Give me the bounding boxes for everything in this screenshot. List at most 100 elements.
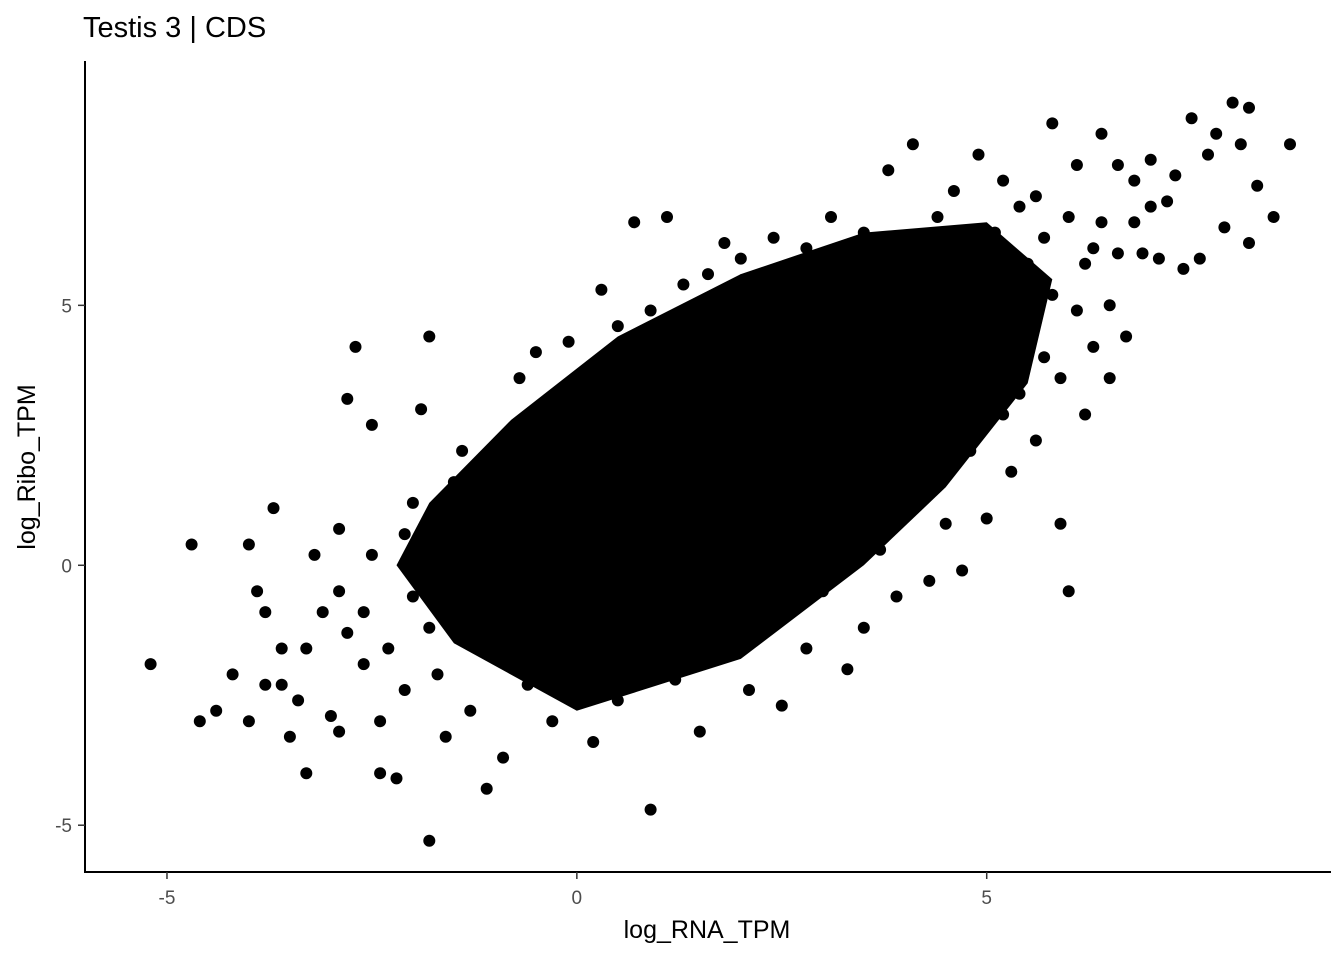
data-point <box>431 533 444 546</box>
data-point <box>808 356 821 369</box>
data-point <box>562 434 575 447</box>
data-point <box>1111 247 1124 260</box>
data-point <box>1234 138 1247 151</box>
data-point <box>693 725 706 738</box>
data-point <box>529 346 542 359</box>
data-point <box>693 512 706 525</box>
data-point <box>300 642 313 655</box>
data-point <box>456 444 469 457</box>
data-point <box>275 642 288 655</box>
data-point <box>816 585 829 598</box>
data-point <box>718 330 731 343</box>
data-point <box>587 606 600 619</box>
data-point <box>423 834 436 847</box>
data-point <box>1054 372 1067 385</box>
data-point <box>1046 117 1059 130</box>
data-point <box>726 574 739 587</box>
data-point <box>734 372 747 385</box>
data-point <box>972 268 985 281</box>
data-point <box>406 590 419 603</box>
data-point <box>529 455 542 468</box>
data-point <box>193 715 206 728</box>
data-point <box>1079 408 1092 421</box>
data-point <box>1079 257 1092 270</box>
data-point <box>825 211 837 223</box>
data-point <box>1169 169 1182 182</box>
data-point <box>620 528 632 541</box>
data-point <box>267 502 280 515</box>
data-point <box>628 216 641 229</box>
data-point <box>1021 257 1034 270</box>
data-point <box>849 372 862 385</box>
y-axis-ticks: -5 0 5 <box>55 296 85 837</box>
data-point <box>980 512 993 525</box>
data-point <box>644 304 657 317</box>
data-point <box>398 684 411 696</box>
data-point <box>685 434 698 447</box>
data-point <box>792 309 805 322</box>
data-point <box>1218 221 1231 234</box>
data-point <box>513 372 526 385</box>
data-point <box>480 585 493 598</box>
data-point <box>1193 252 1206 265</box>
data-point <box>1185 112 1198 125</box>
x-tick-label: 0 <box>572 888 583 909</box>
data-point <box>1029 190 1042 203</box>
data-point <box>1029 434 1042 447</box>
data-point <box>931 340 944 353</box>
data-point <box>759 606 772 619</box>
data-point <box>743 684 755 696</box>
x-axis-title: log_RNA_TPM <box>624 916 791 944</box>
data-point <box>947 403 960 416</box>
data-point <box>1210 127 1223 140</box>
data-point <box>833 512 846 525</box>
x-tick-label: 5 <box>981 888 992 909</box>
data-point <box>947 185 960 197</box>
data-point <box>1128 174 1141 187</box>
data-point <box>906 486 919 499</box>
data-point <box>365 418 378 431</box>
data-point <box>964 242 977 255</box>
data-point <box>226 668 239 681</box>
points-layer <box>144 96 1296 847</box>
data-point <box>513 502 526 515</box>
data-point <box>1038 231 1051 244</box>
y-axis-title: log_Ribo_TPM <box>13 384 41 549</box>
data-point <box>1144 200 1157 213</box>
data-point <box>538 528 551 541</box>
data-point <box>677 595 690 608</box>
data-point <box>521 569 534 582</box>
data-point <box>890 450 903 463</box>
data-point <box>882 356 895 369</box>
data-point <box>595 283 608 296</box>
data-point <box>956 564 969 577</box>
data-point <box>775 382 788 395</box>
data-point <box>456 632 469 645</box>
data-point <box>874 273 887 286</box>
data-point <box>431 668 444 681</box>
data-point <box>734 252 747 265</box>
data-point <box>702 268 714 281</box>
data-point <box>1226 96 1239 109</box>
data-point <box>1202 148 1214 161</box>
data-point <box>1136 247 1149 260</box>
x-tick-label: -5 <box>159 888 176 909</box>
data-point <box>333 585 346 598</box>
data-point <box>587 736 600 748</box>
data-point <box>931 211 944 223</box>
data-point <box>825 408 837 421</box>
data-point <box>579 507 591 520</box>
data-point <box>1267 211 1280 223</box>
data-point <box>1013 387 1026 400</box>
data-point <box>956 309 969 322</box>
data-point <box>464 704 477 717</box>
data-point <box>997 408 1010 421</box>
data-point <box>333 522 346 535</box>
data-point <box>1120 330 1133 343</box>
data-point <box>1054 517 1067 530</box>
data-point <box>1251 179 1264 192</box>
data-point <box>488 647 501 660</box>
data-point <box>1087 242 1100 255</box>
data-point <box>939 278 952 291</box>
